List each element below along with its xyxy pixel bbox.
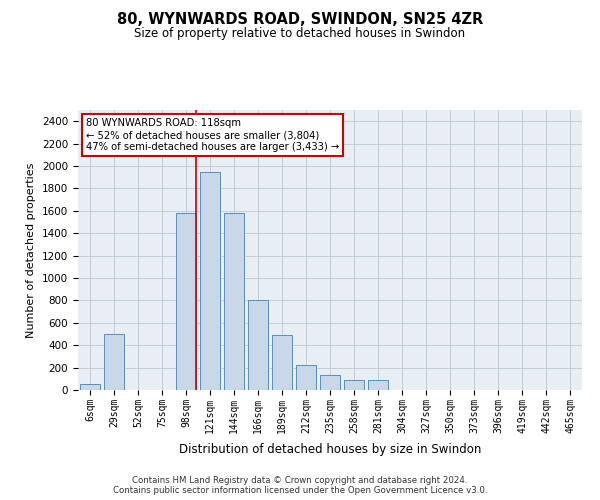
Bar [200, 172, 220, 390]
Bar [80, 384, 100, 390]
Bar [368, 380, 388, 390]
Bar [224, 213, 244, 390]
Text: Size of property relative to detached houses in Swindon: Size of property relative to detached ho… [134, 28, 466, 40]
Bar [344, 380, 364, 390]
Text: 80, WYNWARDS ROAD, SWINDON, SN25 4ZR: 80, WYNWARDS ROAD, SWINDON, SN25 4ZR [117, 12, 483, 28]
Bar [296, 366, 316, 390]
Bar [248, 300, 268, 390]
Text: 80 WYNWARDS ROAD: 118sqm
← 52% of detached houses are smaller (3,804)
47% of sem: 80 WYNWARDS ROAD: 118sqm ← 52% of detach… [86, 118, 339, 152]
Bar [176, 213, 196, 390]
Text: Contains HM Land Registry data © Crown copyright and database right 2024.
Contai: Contains HM Land Registry data © Crown c… [113, 476, 487, 495]
Text: Distribution of detached houses by size in Swindon: Distribution of detached houses by size … [179, 442, 481, 456]
Y-axis label: Number of detached properties: Number of detached properties [26, 162, 37, 338]
Bar [320, 376, 340, 390]
Bar [104, 334, 124, 390]
Bar [272, 335, 292, 390]
